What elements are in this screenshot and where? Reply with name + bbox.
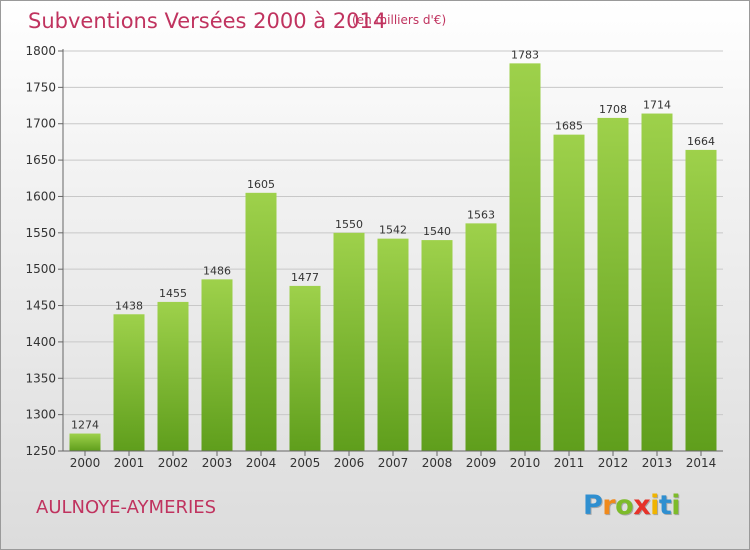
data-label: 1708 <box>599 103 627 116</box>
x-tick-label: 2008 <box>422 456 453 470</box>
x-tick-label: 2003 <box>202 456 233 470</box>
logo-letter: r <box>602 490 616 521</box>
bar <box>465 223 497 451</box>
y-tick-label: 1600 <box>25 189 56 203</box>
bar <box>245 192 277 451</box>
bar <box>421 240 453 451</box>
bar <box>333 232 365 451</box>
x-tick-label: 2014 <box>686 456 717 470</box>
x-tick-label: 2002 <box>158 456 189 470</box>
bar <box>685 149 717 451</box>
x-tick-label: 2006 <box>334 456 365 470</box>
data-label: 1664 <box>687 135 715 148</box>
x-tick-label: 2005 <box>290 456 321 470</box>
city-name: AULNOYE-AYMERIES <box>36 497 217 518</box>
proxiti-logo: Proxiti <box>583 490 681 521</box>
x-tick-label: 2004 <box>246 456 277 470</box>
data-label: 1550 <box>335 218 363 231</box>
data-label: 1438 <box>115 299 143 312</box>
data-label: 1274 <box>71 419 99 432</box>
data-label: 1783 <box>511 48 539 61</box>
logo-letter: P <box>583 490 603 521</box>
bars <box>69 63 717 452</box>
data-label: 1542 <box>379 224 407 237</box>
x-tick-label: 2011 <box>554 456 585 470</box>
y-tick-label: 1800 <box>25 44 56 58</box>
data-label: 1486 <box>203 264 231 277</box>
y-tick-label: 1500 <box>25 262 56 276</box>
y-tick-label: 1700 <box>25 117 56 131</box>
y-tick-label: 1450 <box>25 299 56 313</box>
bar <box>113 314 145 451</box>
logo-letter: x <box>633 490 651 521</box>
bar <box>641 113 673 451</box>
logo-letter: i <box>671 490 681 521</box>
bar <box>597 117 629 451</box>
data-label: 1455 <box>159 287 187 300</box>
data-label: 1540 <box>423 225 451 238</box>
y-tick-label: 1250 <box>25 444 56 458</box>
x-tick-label: 2001 <box>114 456 145 470</box>
y-tick-label: 1750 <box>25 80 56 94</box>
y-tick-label: 1550 <box>25 226 56 240</box>
y-tick-label: 1300 <box>25 408 56 422</box>
data-label: 1477 <box>291 271 319 284</box>
x-tick-label: 2007 <box>378 456 409 470</box>
axes <box>58 49 723 456</box>
logo-letter: o <box>615 490 634 521</box>
data-label: 1605 <box>247 178 275 191</box>
logo-letter: t <box>658 490 672 521</box>
bar <box>157 301 189 451</box>
chart-subtitle: (en milliers d'€) <box>352 13 447 27</box>
y-tick-label: 1350 <box>25 371 56 385</box>
data-label: 1714 <box>643 99 671 112</box>
bar <box>289 285 321 451</box>
bar <box>377 238 409 451</box>
labels: 1250 1300 1350 1400 1450 1500 1550 1600 1650 1700… <box>25 44 716 470</box>
chart-title: Subventions Versées 2000 à 2014 <box>28 9 387 33</box>
x-tick-label: 2009 <box>466 456 497 470</box>
x-tick-label: 2000 <box>70 456 101 470</box>
bar <box>69 433 101 451</box>
logo-letter: i <box>650 490 659 521</box>
bar <box>509 63 541 451</box>
bar <box>201 279 233 451</box>
bar <box>553 134 585 452</box>
y-tick-label: 1650 <box>25 153 56 167</box>
y-tick-label: 1400 <box>25 335 56 349</box>
x-tick-label: 2013 <box>642 456 673 470</box>
data-label: 1685 <box>555 120 583 133</box>
x-tick-label: 2012 <box>598 456 629 470</box>
data-label: 1563 <box>467 208 495 221</box>
x-tick-label: 2010 <box>510 456 541 470</box>
